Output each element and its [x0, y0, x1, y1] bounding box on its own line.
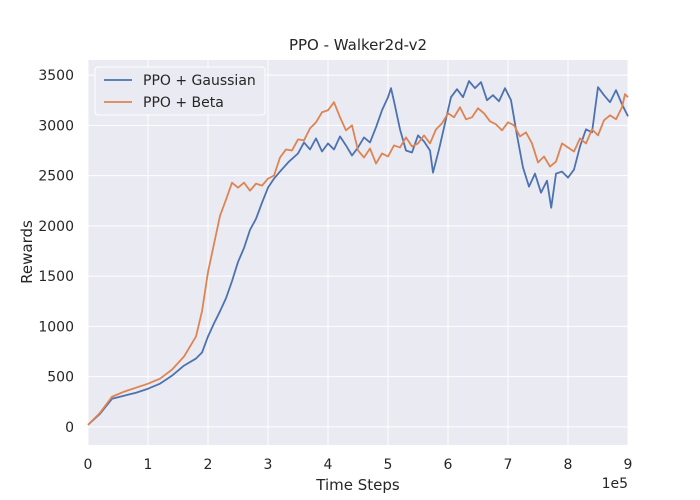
- x-tick-label: 4: [324, 457, 333, 473]
- legend-label-beta: PPO + Beta: [143, 95, 224, 111]
- series-line-beta: [87, 93, 629, 426]
- x-tick-label: 5: [384, 457, 393, 473]
- x-tick-label: 1: [144, 457, 153, 473]
- x-tick-label: 9: [624, 457, 633, 473]
- y-tick-labels: 0 500 1000 1500 2000 2500 3000 3500: [38, 68, 74, 436]
- legend: PPO + Gaussian PPO + Beta: [94, 66, 266, 116]
- y-tick-label: 1000: [38, 319, 74, 335]
- y-tick-label: 2000: [38, 219, 74, 235]
- x-offset-label: 1e5: [602, 476, 628, 492]
- x-tick-labels: 0 1 2 3 4 5 6 7 8 9: [84, 457, 633, 473]
- x-axis-label: Time Steps: [315, 476, 400, 494]
- y-tick-label: 3500: [38, 68, 74, 84]
- y-gridlines: [88, 74, 628, 428]
- y-tick-label: 1500: [38, 269, 74, 285]
- y-tick-label: 0: [65, 420, 74, 436]
- legend-box: [94, 66, 266, 116]
- series-layer: [87, 80, 629, 426]
- x-tick-label: 0: [84, 457, 93, 473]
- y-tick-label: 500: [47, 370, 74, 386]
- y-axis-label: Rewards: [18, 220, 36, 284]
- x-tick-label: 3: [264, 457, 273, 473]
- series-line-gaussian: [87, 80, 629, 426]
- chart-title: PPO - Walker2d-v2: [289, 36, 427, 54]
- legend-label-gaussian: PPO + Gaussian: [143, 73, 256, 89]
- plot-background: [88, 60, 628, 445]
- x-tick-label: 8: [564, 457, 573, 473]
- y-tick-label: 2500: [38, 169, 74, 185]
- y-tick-label: 3000: [38, 118, 74, 134]
- x-tick-label: 6: [444, 457, 453, 473]
- x-gridlines: [87, 60, 629, 445]
- x-tick-label: 2: [204, 457, 213, 473]
- x-tick-label: 7: [504, 457, 513, 473]
